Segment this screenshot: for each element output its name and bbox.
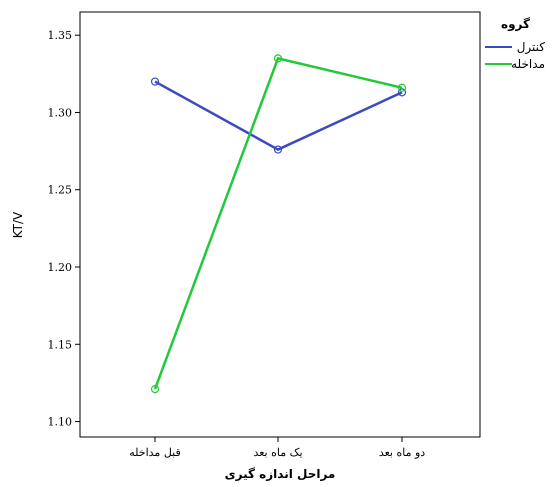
series-0-point — [150, 77, 160, 86]
y-tick-label: 1.25 — [48, 184, 73, 197]
x-tick-label: قبل مداخله — [129, 446, 180, 459]
series-0-point — [397, 88, 407, 97]
y-tick-label: 1.15 — [48, 338, 73, 351]
series-line-1 — [153, 56, 403, 390]
y-tick-label: 1.35 — [48, 29, 73, 42]
legend-label-intervention: مداخله — [511, 57, 545, 71]
series-line-0 — [154, 80, 403, 151]
y-tick-label: 1.10 — [48, 416, 73, 429]
legend: گروه کنترل مداخله — [485, 17, 545, 71]
legend-title: گروه — [501, 17, 530, 32]
y-axis: 1.10 1.15 1.20 1.25 1.30 1.35 — [48, 29, 80, 429]
y-tick-label: 1.20 — [48, 261, 73, 274]
series-layer — [150, 54, 407, 394]
plot-frame — [79, 11, 481, 438]
series-1-point — [397, 83, 407, 92]
series-0-point — [273, 145, 283, 154]
x-tick-label: یک ماه بعد — [253, 446, 302, 459]
x-axis-title: مراحل اندازه گیری — [225, 467, 336, 481]
series-1-point — [150, 384, 160, 394]
x-tick-label: دو ماه بعد — [379, 446, 425, 459]
y-tick-label: 1.30 — [48, 106, 73, 119]
legend-label-control: کنترل — [517, 40, 546, 55]
y-axis-title: KT/V — [11, 211, 25, 238]
series-1-point — [273, 54, 283, 63]
x-axis: قبل مداخله یک ماه بعد دو ماه بعد — [129, 437, 425, 459]
